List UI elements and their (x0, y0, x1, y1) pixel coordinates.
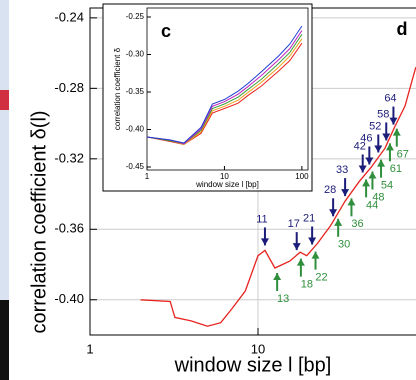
peak-label: 11 (256, 213, 267, 225)
inset-y-tick-label: -0.45 (126, 162, 145, 171)
inset-y-title: correlation coefficient δ (113, 47, 122, 130)
arrow-head (308, 238, 316, 245)
dip-label: 13 (277, 293, 289, 305)
neighbor-panel-block (0, 300, 9, 380)
peak-label: 28 (324, 184, 336, 196)
y-tick-label: -0.36 (54, 221, 84, 236)
arrow-head (359, 165, 367, 172)
inset-y-tick-label: -0.25 (126, 12, 145, 21)
page: {"main": {"type": "line", "ylabel": "cor… (0, 0, 416, 380)
dip-label: 36 (351, 218, 363, 230)
inset-x-title: window size l [bp] (195, 180, 259, 189)
arrow-head (329, 209, 337, 216)
arrow-head (368, 172, 376, 179)
inset-y-tick-label: -0.35 (126, 87, 145, 96)
y-tick-label: -0.32 (54, 150, 84, 165)
inset-x-tick-label: 1 (145, 172, 150, 181)
figure: correlation coefficient δ(l) window size… (0, 0, 416, 380)
y-axis-title: correlation coefficient δ(l) (28, 110, 50, 333)
peak-label: 64 (384, 93, 396, 105)
dip-label: 18 (301, 279, 313, 291)
arrow-head (377, 160, 385, 167)
peak-label: 33 (336, 164, 348, 176)
neighbor-panel (0, 0, 9, 300)
inset-y-tick-label: -0.40 (126, 125, 145, 134)
peak-label: 52 (369, 120, 381, 132)
dip-label: 61 (390, 163, 402, 175)
x-tick-label: 1 (86, 341, 93, 356)
inset-y-tick-label: -0.30 (126, 50, 145, 59)
peak-label: 21 (303, 212, 315, 224)
dip-label: 22 (315, 272, 327, 284)
inset-panel-label: c (161, 21, 171, 41)
arrow-head (293, 243, 301, 250)
dip-label: 30 (338, 239, 350, 251)
arrow-head (374, 145, 382, 152)
panel-label: d (397, 19, 408, 39)
peak-label: 58 (377, 108, 389, 120)
neighbor-panel-detail (0, 90, 9, 110)
inset-x-tick-label: 100 (295, 172, 309, 181)
arrow-head (273, 273, 281, 280)
dip-label: 48 (372, 191, 384, 203)
arrow-head (347, 198, 355, 205)
x-tick-label: 10 (251, 341, 265, 356)
y-tick-label: -0.28 (54, 80, 84, 95)
y-tick-label: -0.40 (54, 291, 84, 306)
dip-label: 67 (397, 149, 409, 161)
arrow-head (341, 189, 349, 196)
arrow-head (362, 179, 370, 186)
arrow-head (312, 252, 320, 259)
arrow-head (261, 238, 269, 245)
x-axis-title: window size l [bp] (174, 354, 332, 376)
dip-label: 54 (381, 180, 393, 192)
arrow-head (365, 158, 373, 165)
peak-label: 17 (288, 218, 300, 230)
arrow-head (334, 219, 342, 226)
peak-label: 46 (360, 132, 372, 144)
arrow-head (297, 259, 305, 266)
y-tick-label: -0.24 (54, 9, 84, 24)
